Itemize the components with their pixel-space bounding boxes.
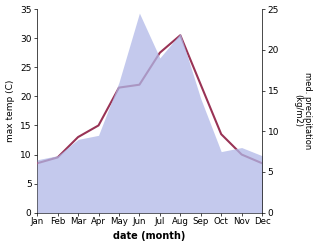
- Y-axis label: max temp (C): max temp (C): [5, 80, 15, 142]
- X-axis label: date (month): date (month): [114, 231, 186, 242]
- Y-axis label: med. precipitation
(kg/m2): med. precipitation (kg/m2): [293, 72, 313, 149]
